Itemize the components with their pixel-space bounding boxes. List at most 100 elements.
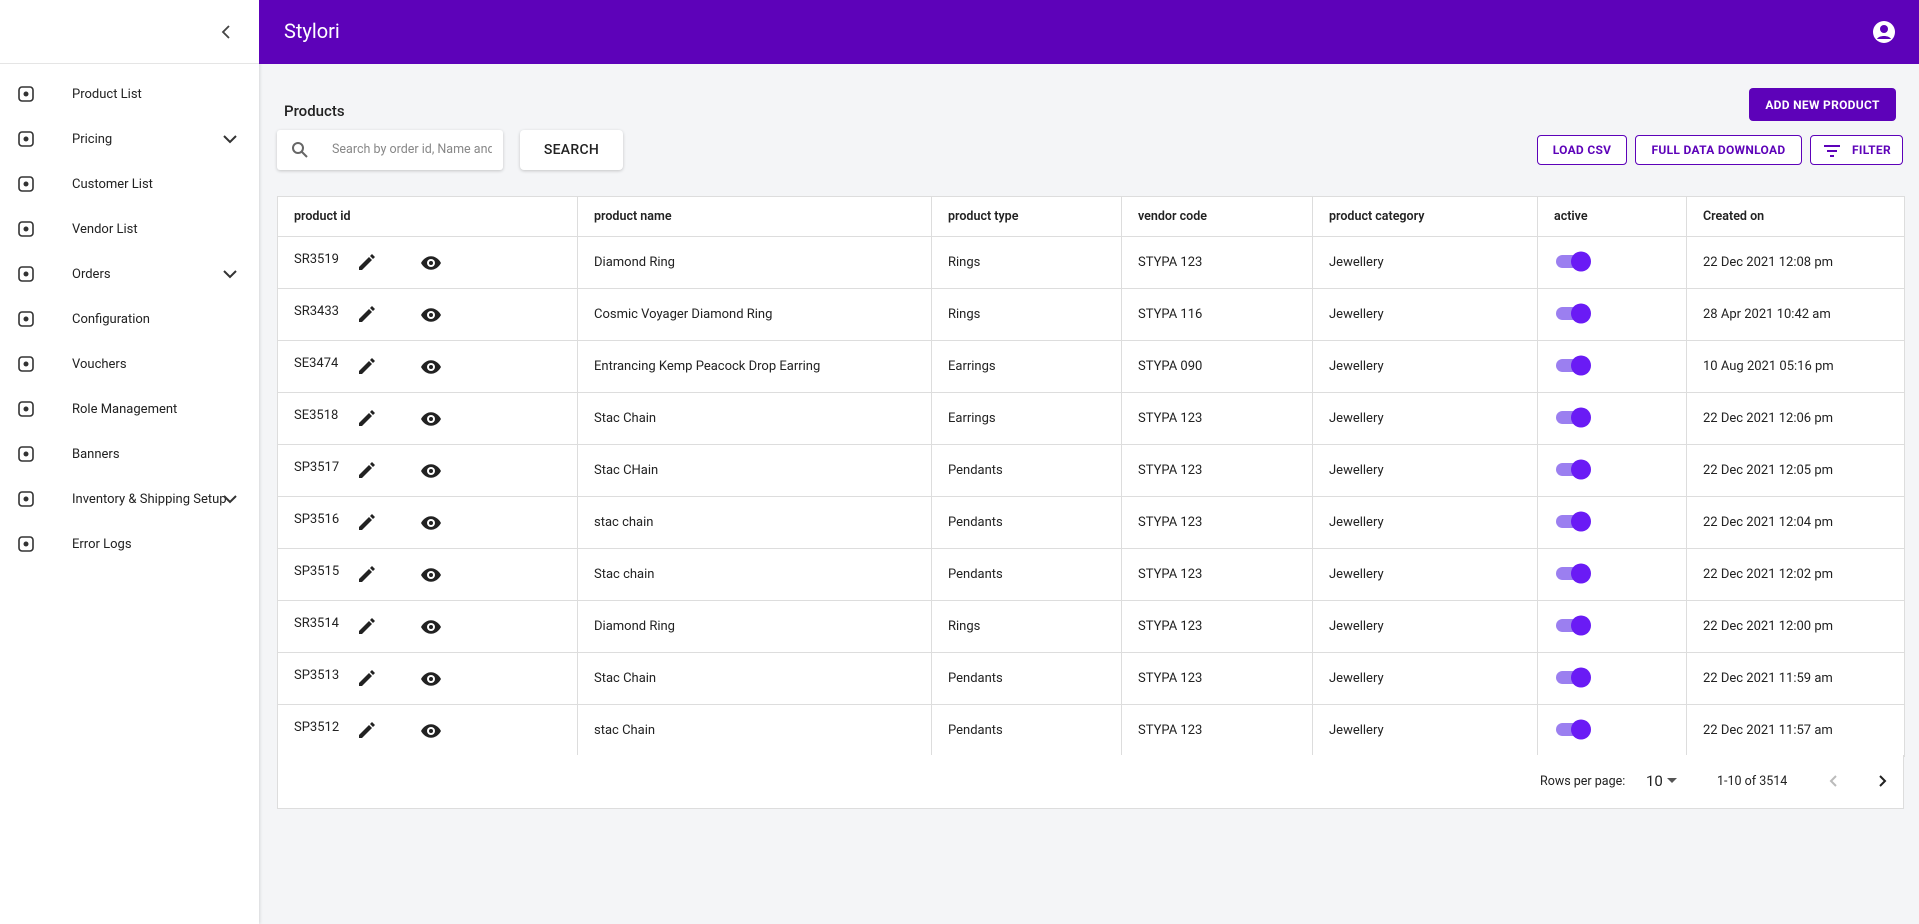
cell-text: 22 Dec 2021 12:08 pm xyxy=(1703,255,1834,270)
table-cell: Jewellery xyxy=(1312,288,1538,341)
nav-label: Customer List xyxy=(72,176,153,192)
nav-icon xyxy=(18,266,34,282)
edit-icon[interactable] xyxy=(356,565,376,585)
table-row: SP3515 Stac chain Pendants STYPA 123 Jewelle… xyxy=(277,548,1905,601)
active-toggle[interactable] xyxy=(1554,509,1594,533)
cell-text: Jewellery xyxy=(1329,515,1384,530)
cell-text: STYPA 123 xyxy=(1138,411,1203,426)
next-page[interactable] xyxy=(1875,774,1889,788)
active-toggle[interactable] xyxy=(1554,665,1594,689)
cell-text: 22 Dec 2021 11:57 am xyxy=(1703,723,1833,738)
table-cell: Stac CHain xyxy=(577,444,932,497)
product-id: SR3433 xyxy=(294,304,339,319)
cell-text: Jewellery xyxy=(1329,619,1384,634)
divider xyxy=(0,63,259,64)
active-toggle[interactable] xyxy=(1554,717,1594,741)
view-icon[interactable] xyxy=(420,410,442,428)
column-header: product category xyxy=(1312,196,1538,237)
active-toggle[interactable] xyxy=(1554,613,1594,637)
active-toggle[interactable] xyxy=(1554,457,1594,481)
table-cell: SR3519 xyxy=(277,236,578,289)
nav-icon xyxy=(18,131,34,147)
product-id: SR3514 xyxy=(294,616,339,631)
table-cell: SP3512 xyxy=(277,704,578,757)
nav-label: Role Management xyxy=(72,401,178,417)
nav-item[interactable]: Banners xyxy=(0,434,259,474)
view-icon[interactable] xyxy=(420,306,442,324)
cell-text: Rings xyxy=(948,255,981,270)
edit-icon[interactable] xyxy=(356,669,376,689)
collapse-button[interactable] xyxy=(218,24,234,40)
nav-item[interactable]: Orders xyxy=(0,254,259,294)
active-toggle[interactable] xyxy=(1554,405,1594,429)
prev-page[interactable] xyxy=(1827,774,1841,788)
nav-label: Error Logs xyxy=(72,536,132,552)
filter-button[interactable]: FILTER xyxy=(1810,135,1903,165)
cell-text: Jewellery xyxy=(1329,359,1384,374)
active-cell xyxy=(1537,548,1687,601)
view-icon[interactable] xyxy=(420,358,442,376)
nav-item[interactable]: Error Logs xyxy=(0,524,259,564)
table-cell: Pendants xyxy=(931,704,1122,757)
nav-item[interactable]: Pricing xyxy=(0,119,259,159)
nav-item[interactable]: Product List xyxy=(0,74,259,114)
edit-icon[interactable] xyxy=(356,305,376,325)
cell-text: Pendants xyxy=(948,671,1003,686)
pagination: Rows per page: 10 1-10 of 3514 xyxy=(277,755,1904,809)
search-box[interactable]: Search by order id, Name and xyxy=(277,130,503,170)
nav-item[interactable]: Configuration xyxy=(0,299,259,339)
active-toggle[interactable] xyxy=(1554,353,1594,377)
cell-text: STYPA 123 xyxy=(1138,619,1203,634)
table-cell: Rings xyxy=(931,288,1122,341)
active-toggle[interactable] xyxy=(1554,249,1594,273)
cell-text: Rings xyxy=(948,619,981,634)
column-header: product name xyxy=(577,196,932,237)
cell-text: STYPA 123 xyxy=(1138,567,1203,582)
view-icon[interactable] xyxy=(420,566,442,584)
cell-text: Stac CHain xyxy=(594,463,659,478)
add-product-button[interactable]: ADD NEW PRODUCT xyxy=(1749,88,1896,121)
edit-icon[interactable] xyxy=(356,617,376,637)
table-cell: STYPA 123 xyxy=(1121,392,1313,445)
view-icon[interactable] xyxy=(420,722,442,740)
cell-text: stac chain xyxy=(594,515,654,530)
cell-text: STYPA 123 xyxy=(1138,723,1203,738)
nav-item[interactable]: Inventory & Shipping Setup xyxy=(0,479,259,519)
active-toggle[interactable] xyxy=(1554,301,1594,325)
view-icon[interactable] xyxy=(420,514,442,532)
products-table: product id product name product type vendor… xyxy=(277,196,1905,757)
view-icon[interactable] xyxy=(420,254,442,272)
cell-text: Jewellery xyxy=(1329,463,1384,478)
edit-icon[interactable] xyxy=(356,409,376,429)
rows-per-page-select[interactable]: 10 xyxy=(1646,772,1663,790)
nav-label: Orders xyxy=(72,266,111,282)
product-id: SE3518 xyxy=(294,408,339,423)
active-toggle[interactable] xyxy=(1554,561,1594,585)
full-download-button[interactable]: FULL DATA DOWNLOAD xyxy=(1635,135,1802,165)
nav-item[interactable]: Customer List xyxy=(0,164,259,204)
search-button[interactable]: SEARCH xyxy=(520,130,623,170)
expand-icon xyxy=(223,270,237,279)
table-row: SR3433 Cosmic Voyager Diamond Ring Rings ST… xyxy=(277,288,1905,341)
cell-text: Pendants xyxy=(948,515,1003,530)
active-cell xyxy=(1537,340,1687,393)
view-icon[interactable] xyxy=(420,462,442,480)
load-csv-button[interactable]: LOAD CSV xyxy=(1537,135,1627,165)
edit-icon[interactable] xyxy=(356,513,376,533)
active-cell xyxy=(1537,444,1687,497)
view-icon[interactable] xyxy=(420,670,442,688)
edit-icon[interactable] xyxy=(356,357,376,377)
cell-text: Cosmic Voyager Diamond Ring xyxy=(594,307,773,322)
edit-icon[interactable] xyxy=(356,253,376,273)
nav-item[interactable]: Role Management xyxy=(0,389,259,429)
table-cell: STYPA 123 xyxy=(1121,444,1313,497)
edit-icon[interactable] xyxy=(356,461,376,481)
nav-item[interactable]: Vendor List xyxy=(0,209,259,249)
edit-icon[interactable] xyxy=(356,721,376,741)
page-range: 1-10 of 3514 xyxy=(1717,774,1788,789)
account-icon[interactable] xyxy=(1872,20,1896,44)
view-icon[interactable] xyxy=(420,618,442,636)
nav-item[interactable]: Vouchers xyxy=(0,344,259,384)
nav-label: Configuration xyxy=(72,311,150,327)
active-cell xyxy=(1537,600,1687,653)
